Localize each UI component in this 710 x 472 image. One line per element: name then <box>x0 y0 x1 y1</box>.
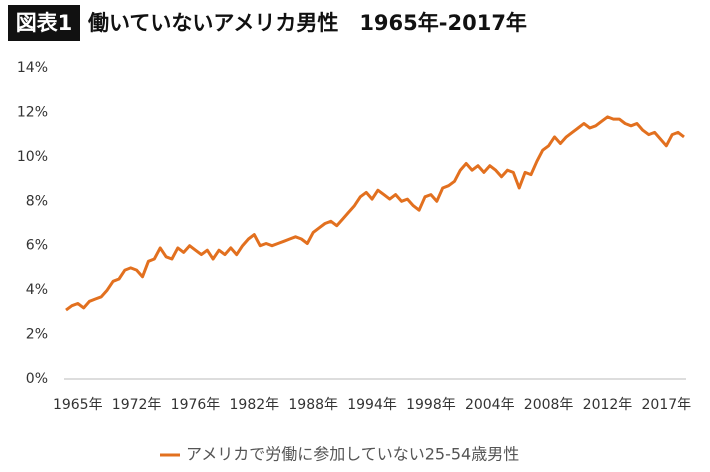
y-tick-label: 8% <box>26 193 48 209</box>
x-tick-label: 2017年 <box>642 397 692 413</box>
data-line <box>65 115 685 312</box>
chart-title: 働いていないアメリカ男性 1965年-2017年 <box>87 11 527 35</box>
y-tick-label: 2% <box>26 327 48 343</box>
badge-box <box>8 5 80 41</box>
y-tick-label: 0% <box>26 371 48 387</box>
x-tick-label: 1988年 <box>288 397 338 413</box>
x-tick-label: 1965年 <box>53 397 103 413</box>
x-tick-label: 1972年 <box>112 397 162 413</box>
x-tick-label: 1994年 <box>347 397 397 413</box>
x-tick-label: 1976年 <box>171 397 221 413</box>
x-tick-label: 1998年 <box>406 397 456 413</box>
x-tick-label: 1982年 <box>230 397 280 413</box>
y-tick-label: 4% <box>26 282 48 298</box>
y-tick-label: 6% <box>26 238 48 254</box>
y-tick-label: 12% <box>17 104 48 120</box>
y-tick-label: 10% <box>17 149 48 165</box>
x-tick-label: 2012年 <box>583 397 633 413</box>
figure-label: 図表1 <box>16 11 73 35</box>
legend-label: アメリカで労働に参加していない25-54歳男性 <box>186 445 519 464</box>
y-tick-label: 14% <box>17 60 48 76</box>
x-tick-label: 2008年 <box>524 397 574 413</box>
x-tick-label: 2004年 <box>465 397 515 413</box>
